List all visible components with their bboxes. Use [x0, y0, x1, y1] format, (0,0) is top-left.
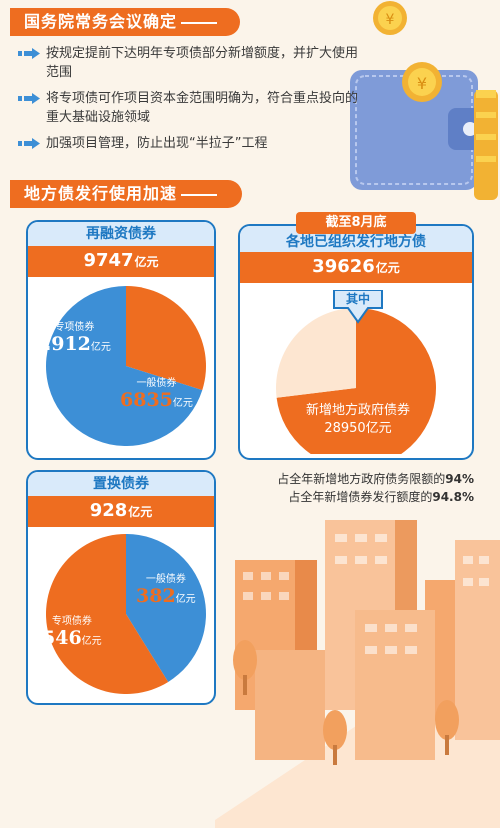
section-title: 地方债发行使用加速	[24, 184, 178, 203]
slice-label-general: 一般债券 6835亿元	[120, 374, 193, 411]
decision-list: 按规定提前下达明年专项债部分新增额度，并扩大使用范围 将专项债可作项目资本金范围…	[18, 44, 358, 160]
slice-value: 546亿元	[42, 627, 102, 649]
slice-value: 6835亿元	[120, 389, 193, 411]
pie-slice-1	[46, 534, 169, 694]
slice-value: 28950亿元	[324, 421, 392, 436]
slice-value: 2912亿元	[38, 333, 111, 355]
pie-slice-0	[276, 308, 436, 454]
list-item-text: 将专项债可作项目资本金范围明确为，符合重点投向的重大基础设施领域	[46, 91, 359, 125]
wallet-coins-illustration: ¥ ¥	[350, 1, 498, 200]
pie-slice-1	[276, 308, 356, 398]
slice-name: 一般债券	[136, 378, 177, 389]
svg-text:¥: ¥	[417, 74, 427, 93]
slice-value: 382亿元	[136, 585, 196, 607]
list-item: 加强项目管理，防止出现“半拉子”工程	[18, 134, 358, 153]
list-item: 按规定提前下达明年专项债部分新增额度，并扩大使用范围	[18, 44, 358, 82]
callout-arrow-icon	[333, 289, 383, 324]
slice-name: 专项债券	[54, 322, 95, 333]
slice-label-special: 专项债券 546亿元	[42, 612, 102, 649]
pie-slice-0	[126, 534, 206, 682]
slice-name: 新增地方政府债券	[305, 403, 410, 418]
share-note: 占全年新增地方政府债务限额的94%	[277, 472, 474, 486]
pie-slice-0	[126, 286, 206, 391]
pie-chart	[46, 534, 206, 694]
arrow-right-icon	[18, 93, 40, 104]
panel-title: 置换债券	[28, 472, 214, 496]
slice-name: 专项债券	[51, 616, 92, 627]
city-buildings-illustration	[215, 520, 500, 828]
section-header-local-bonds: 地方债发行使用加速	[10, 180, 242, 208]
total-value: 9747亿元	[28, 246, 214, 277]
issued-local-bonds-panel: 截至8月底 各地已组织发行地方债 39626亿元 其中 新增地方政府债券 289…	[238, 212, 474, 460]
share-note: 占全年新增债券发行额度的94.8%	[288, 490, 474, 504]
date-badge: 截至8月底	[296, 212, 416, 234]
panel-title: 再融资债券	[28, 222, 214, 246]
slice-label-special: 专项债券 2912亿元	[38, 318, 111, 355]
section-header-state-council: 国务院常务会议确定	[10, 8, 240, 36]
pie-slice-1	[46, 286, 203, 446]
list-item-text: 按规定提前下达明年专项债部分新增额度，并扩大使用范围	[46, 46, 359, 80]
svg-text:¥: ¥	[386, 12, 395, 28]
slice-name: 一般债券	[145, 574, 186, 585]
slice-label-new-gov: 新增地方政府债券 28950亿元	[280, 402, 436, 438]
arrow-right-icon	[18, 138, 40, 149]
section-title: 国务院常务会议确定	[24, 12, 178, 31]
refinancing-bonds-panel: 再融资债券 9747亿元 专项债券 2912亿元 一般债券 6835亿元	[26, 220, 216, 460]
total-value: 39626亿元	[240, 252, 472, 283]
callout-badge: 其中	[330, 289, 386, 328]
arrow-right-icon	[18, 48, 40, 59]
share-notes: 占全年新增地方政府债务限额的94% 占全年新增债券发行额度的94.8%	[238, 470, 474, 506]
slice-label-general: 一般债券 382亿元	[136, 570, 196, 607]
list-item: 将专项债可作项目资本金范围明确为，符合重点投向的重大基础设施领域	[18, 89, 358, 127]
pie-chart	[46, 286, 206, 446]
callout-label: 其中	[345, 292, 370, 306]
pie-chart	[276, 308, 436, 454]
replacement-bonds-panel: 置换债券 928亿元 一般债券 382亿元 专项债券 546亿元	[26, 470, 216, 705]
list-item-text: 加强项目管理，防止出现“半拉子”工程	[46, 136, 268, 151]
total-value: 928亿元	[28, 496, 214, 527]
